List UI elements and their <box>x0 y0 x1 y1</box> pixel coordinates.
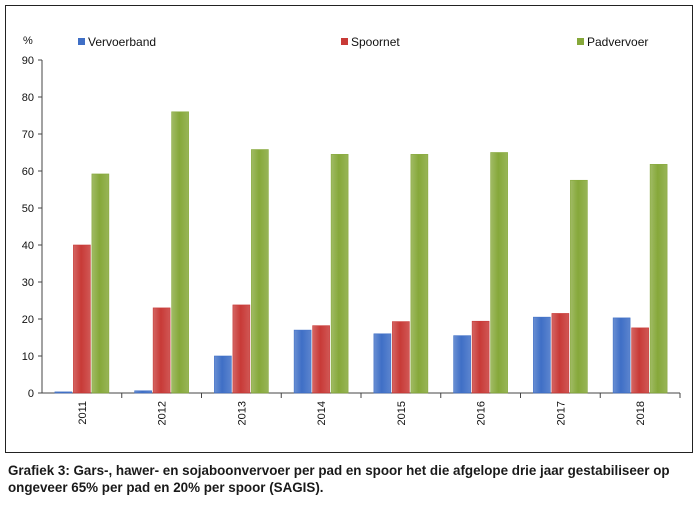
x-tick-label: 2017 <box>555 401 567 425</box>
bar-vervoerband-2014 <box>293 329 312 394</box>
bar-vervoerband-2018 <box>612 317 631 394</box>
bar-padvervoer-2012 <box>171 111 189 394</box>
bar-spoornet-2013 <box>232 304 251 394</box>
bars <box>54 111 668 394</box>
y-tick-label: 90 <box>22 55 34 67</box>
y-tick-label: 50 <box>22 203 34 215</box>
legend-label-padvervoer: Padvervoer <box>587 35 648 49</box>
bar-chart: % Vervoerband Spoornet Padvervoer 0 10 20 30 4… <box>22 35 681 425</box>
legend-swatch-spoornet <box>341 38 348 45</box>
bar-vervoerband-2017 <box>533 316 551 394</box>
x-tick-label: 2016 <box>476 401 488 425</box>
bar-padvervoer-2017 <box>570 179 588 394</box>
bar-vervoerband-2011 <box>54 391 73 394</box>
bar-vervoerband-2012 <box>134 390 152 394</box>
legend-label-vervoerband: Vervoerband <box>88 35 156 49</box>
x-tick-label: 2011 <box>77 401 89 425</box>
bar-padvervoer-2014 <box>330 154 349 394</box>
bar-spoornet-2014 <box>312 325 330 394</box>
y-tick-label: 80 <box>22 92 34 104</box>
bar-vervoerband-2015 <box>373 333 392 394</box>
bar-spoornet-2017 <box>551 313 570 394</box>
bar-padvervoer-2016 <box>490 152 508 394</box>
x-tick-label: 2012 <box>157 401 169 425</box>
y-tick-label: 40 <box>22 240 34 252</box>
bar-spoornet-2016 <box>471 320 490 394</box>
figure-caption: Grafiek 3: Gars-, hawer- en sojaboonverv… <box>8 463 670 495</box>
legend-swatch-vervoerband <box>78 38 85 45</box>
y-axis: 0 10 20 30 40 50 60 70 80 90 <box>22 55 43 400</box>
legend: Vervoerband Spoornet Padvervoer <box>78 35 648 49</box>
y-tick-label: 60 <box>22 166 34 178</box>
y-tick-label: 0 <box>28 388 34 400</box>
bar-vervoerband-2013 <box>214 355 232 394</box>
legend-label-spoornet: Spoornet <box>351 35 400 49</box>
y-axis-label: % <box>23 35 33 47</box>
x-tick-label: 2015 <box>396 401 408 425</box>
bar-spoornet-2012 <box>152 307 171 394</box>
legend-swatch-padvervoer <box>577 38 584 45</box>
x-tick-label: 2013 <box>236 401 248 425</box>
bar-padvervoer-2013 <box>251 149 269 394</box>
bar-padvervoer-2015 <box>410 154 429 394</box>
y-tick-label: 20 <box>22 314 34 326</box>
bar-padvervoer-2018 <box>649 164 668 394</box>
x-tick-label: 2018 <box>635 401 647 425</box>
x-axis: 2011 2012 2013 2014 2015 2016 2017 2018 <box>42 392 681 425</box>
bar-spoornet-2011 <box>73 244 91 394</box>
y-tick-label: 70 <box>22 129 34 141</box>
y-tick-label: 10 <box>22 351 34 363</box>
chart-frame: % Vervoerband Spoornet Padvervoer 0 10 20 30 4… <box>5 5 693 453</box>
bar-spoornet-2018 <box>631 327 649 394</box>
y-tick-label: 30 <box>22 277 34 289</box>
x-tick-label: 2014 <box>316 401 328 425</box>
bar-padvervoer-2011 <box>91 173 110 394</box>
bar-spoornet-2015 <box>392 321 410 394</box>
bar-vervoerband-2016 <box>453 335 471 394</box>
